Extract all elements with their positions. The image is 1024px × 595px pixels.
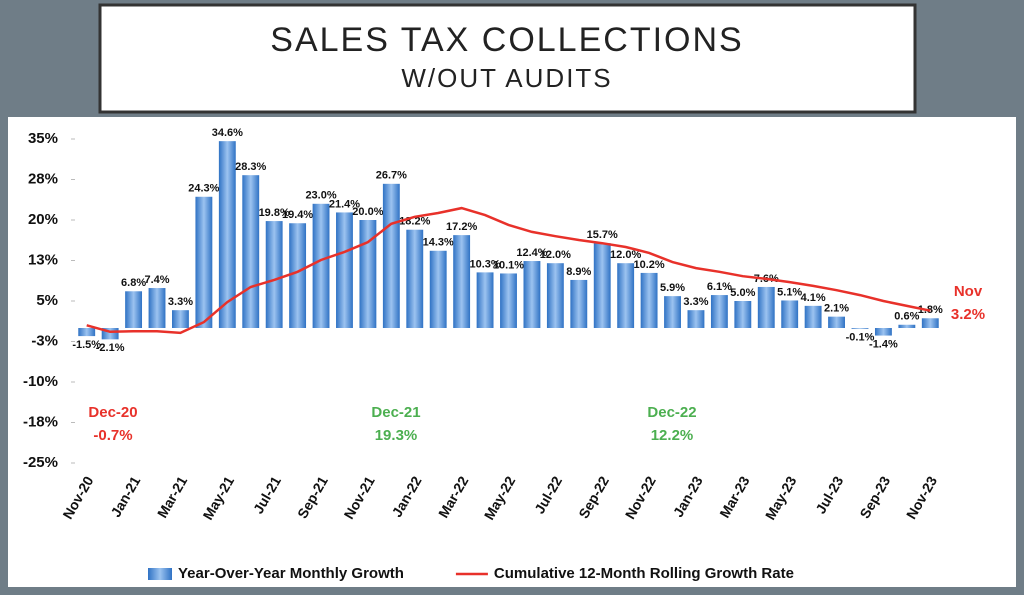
data-label: 19.8%	[259, 207, 290, 219]
data-label: 10.1%	[493, 259, 524, 271]
title-box	[98, 3, 917, 114]
y-tick-label: -3%	[31, 332, 58, 349]
data-label: 12.0%	[610, 249, 641, 261]
chart-subtitle: W/OUT AUDITS	[401, 63, 612, 93]
bar	[453, 235, 471, 328]
bar	[406, 229, 424, 328]
data-label: -2.1%	[96, 342, 125, 354]
annotation-text: Nov	[954, 283, 983, 300]
bar	[429, 250, 447, 328]
bar	[828, 316, 845, 328]
data-label: 14.3%	[423, 237, 454, 249]
data-label: 10.2%	[633, 259, 664, 271]
y-tick-label: -18%	[23, 413, 58, 430]
bar	[265, 221, 283, 328]
bar	[78, 328, 96, 337]
bar	[336, 212, 353, 328]
line	[86, 206, 931, 335]
bar	[570, 279, 588, 328]
bar	[101, 328, 119, 340]
bar	[664, 296, 681, 328]
legend-label: Year-Over-Year Monthly Growth	[178, 565, 404, 582]
annotation-text: Dec-22	[647, 404, 696, 421]
y-tick-label: -25%	[23, 454, 58, 471]
annotation-text: Dec-20	[88, 404, 137, 421]
bar	[218, 141, 236, 328]
y-tick-label: 35%	[28, 130, 58, 147]
bar	[640, 272, 658, 328]
data-label: 28.3%	[235, 161, 266, 173]
data-label: 24.3%	[188, 183, 219, 195]
bar	[593, 243, 611, 328]
bar	[710, 295, 728, 328]
data-label: 23.0%	[305, 190, 336, 202]
data-label: 17.2%	[446, 221, 477, 233]
bar	[476, 272, 494, 328]
bar	[804, 305, 822, 328]
legend-label: Cumulative 12-Month Rolling Growth Rate	[494, 565, 794, 582]
bar	[125, 291, 143, 328]
y-tick-label: 20%	[28, 211, 58, 228]
data-label: 0.6%	[894, 311, 919, 323]
bar	[523, 261, 541, 328]
data-label: 6.8%	[121, 277, 146, 289]
data-label: -1.5%	[72, 339, 101, 351]
data-label: 3.3%	[683, 296, 708, 308]
data-label: 10.3%	[469, 258, 500, 270]
data-label: 34.6%	[212, 127, 243, 139]
bar	[921, 318, 939, 328]
annotation-label: 12.2%	[651, 427, 694, 444]
data-label: 4.1%	[801, 292, 826, 304]
plot-background	[8, 117, 1016, 587]
data-label: 6.1%	[707, 281, 732, 293]
data-label: 15.7%	[587, 229, 618, 241]
data-label: 7.4%	[144, 274, 169, 286]
data-label: 12.4%	[516, 247, 547, 259]
data-label: 3.3%	[168, 296, 193, 308]
data-label: 26.7%	[376, 170, 407, 182]
data-label: 20.0%	[352, 206, 383, 218]
bar	[546, 263, 564, 328]
bar	[242, 175, 260, 328]
annotation-text: Dec-21	[371, 404, 420, 421]
bar	[382, 183, 400, 328]
y-tick-label: 13%	[28, 251, 58, 268]
bar	[172, 310, 189, 328]
data-label: 21.4%	[329, 198, 360, 210]
data-label: 5.1%	[777, 286, 802, 298]
bar	[289, 223, 307, 328]
data-label: 19.4%	[282, 209, 313, 221]
chart-title: SALES TAX COLLECTIONS	[270, 21, 743, 59]
bar	[687, 310, 705, 328]
bar	[617, 263, 635, 328]
bar	[195, 196, 213, 328]
bar	[734, 301, 752, 328]
bar	[500, 273, 517, 328]
bar	[757, 286, 775, 328]
bar	[781, 300, 799, 328]
data-label: -0.1%	[846, 331, 875, 343]
y-tick-label: 28%	[28, 170, 58, 187]
annotation-label: 3.2%	[951, 306, 985, 323]
bar	[312, 203, 330, 328]
data-label: 5.9%	[660, 282, 685, 294]
bar	[851, 328, 869, 329]
annotation-label: -0.7%	[93, 427, 132, 444]
bar	[874, 328, 892, 336]
data-label: 2.1%	[824, 303, 849, 315]
data-label: 8.9%	[566, 266, 591, 278]
data-label: 5.0%	[730, 287, 755, 299]
bar	[359, 220, 377, 328]
bar	[148, 288, 166, 328]
annotation-label: 19.3%	[375, 427, 418, 444]
data-label: -1.4%	[869, 338, 898, 350]
y-tick-label: -10%	[23, 373, 58, 390]
legend-swatch	[148, 568, 172, 580]
bar	[898, 324, 916, 328]
data-label: 12.0%	[540, 249, 571, 261]
y-tick-label: 5%	[36, 292, 58, 309]
